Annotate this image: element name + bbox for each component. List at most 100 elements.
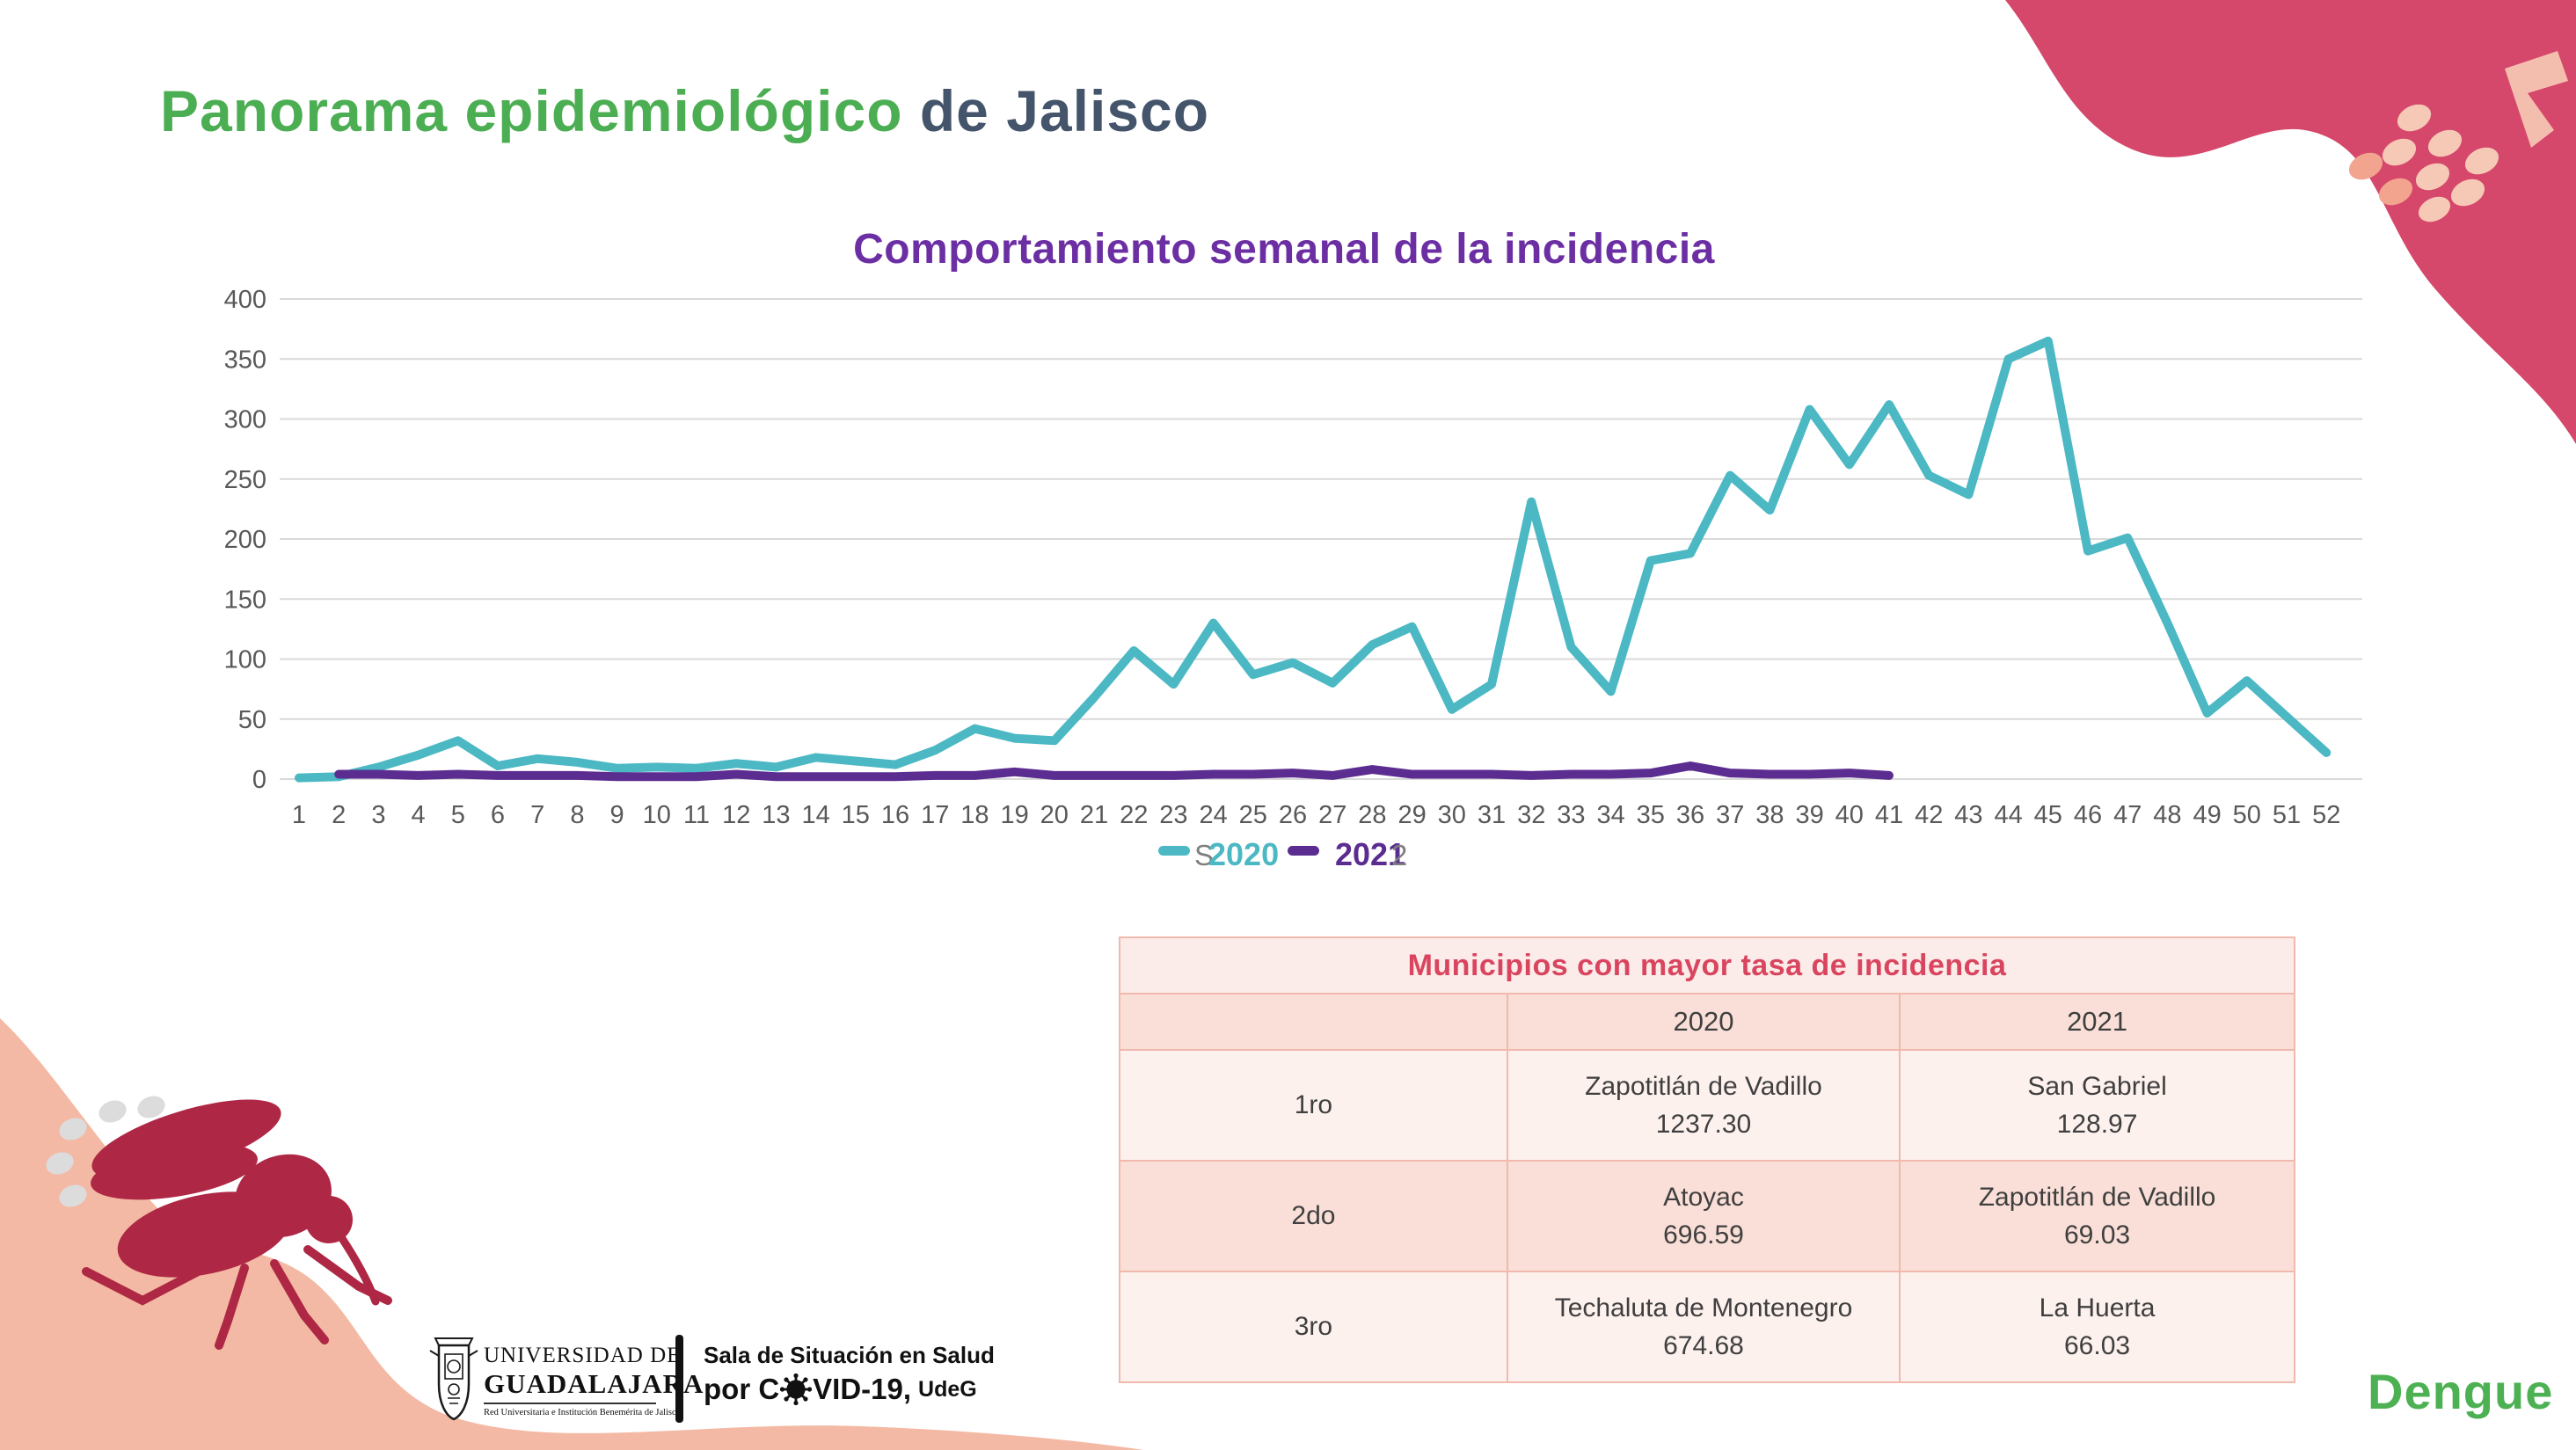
y-axis-tick: 200 <box>224 526 266 554</box>
y-axis-tick: 350 <box>224 346 266 374</box>
x-axis-tick: 19 <box>1000 801 1028 829</box>
table-row: 2do Atoyac 696.59 Zapotitlán de Vadillo … <box>1119 1160 2295 1272</box>
logo-divider-line <box>484 1403 656 1404</box>
footer-vertical-divider <box>675 1335 683 1423</box>
page-title-dark: de Jalisco <box>902 78 1210 143</box>
incidence-value: 69.03 <box>2064 1220 2131 1250</box>
x-axis-tick: 51 <box>2273 801 2301 829</box>
dengue-label: Dengue <box>2368 1364 2554 1419</box>
page-title: Panorama epidemiológico de Jalisco <box>160 77 1209 144</box>
cell-2020: Atoyac 696.59 <box>1506 1160 1901 1272</box>
x-axis-tick: 27 <box>1318 801 1346 829</box>
legend-dash-2021 <box>1288 846 1319 856</box>
x-axis-tick: 38 <box>1755 801 1784 829</box>
x-axis-tick: 16 <box>881 801 909 829</box>
cell-2020: Techaluta de Montenegro 674.68 <box>1506 1271 1901 1383</box>
x-axis-tick: 14 <box>801 801 829 829</box>
x-axis-tick: 11 <box>683 801 710 829</box>
table-title: Municipios con mayor tasa de incidencia <box>1119 936 2295 995</box>
series-line-2021 <box>334 761 1894 782</box>
university-logo-text: UNIVERSIDAD DE GUADALAJARA Red Universit… <box>484 1344 703 1417</box>
incidence-value: 128.97 <box>2056 1110 2138 1139</box>
x-axis-tick: 36 <box>1676 801 1704 829</box>
x-axis-tick: 46 <box>2074 801 2102 829</box>
sala-line1: Sala de Situación en Salud <box>704 1342 995 1368</box>
cell-2021: Zapotitlán de Vadillo 69.03 <box>1899 1160 2295 1272</box>
x-axis-tick: 31 <box>1478 801 1506 829</box>
municipality-name: Zapotitlán de Vadillo <box>1978 1182 2216 1212</box>
x-axis-tick: 29 <box>1397 801 1426 829</box>
x-axis-tick: 33 <box>1557 801 1585 829</box>
x-axis-tick: 39 <box>1795 801 1823 829</box>
x-axis-tick: 10 <box>643 801 671 829</box>
sala-udeg-text: UdeG <box>918 1376 977 1402</box>
x-axis-tick: 4 <box>412 801 426 829</box>
sala-por-text: por C <box>704 1373 780 1405</box>
y-axis-tick: 300 <box>224 406 266 434</box>
x-axis-tick: 6 <box>491 801 505 829</box>
municipality-name: Techaluta de Montenegro <box>1554 1293 1853 1322</box>
y-axis-tick: 150 <box>224 586 266 614</box>
incidence-table: Municipios con mayor tasa de incidencia … <box>1119 936 2295 1383</box>
x-axis-tick: 48 <box>2153 801 2181 829</box>
sala-situacion-logo: Sala de Situación en Salud por C V <box>704 1342 995 1406</box>
table-row: 1ro Zapotitlán de Vadillo 1237.30 San Ga… <box>1119 1049 2295 1162</box>
x-axis-tick: 43 <box>1954 801 1982 829</box>
rank-cell: 2do <box>1119 1160 1508 1272</box>
table-header-blank <box>1119 993 1508 1051</box>
x-axis-tick: 25 <box>1239 801 1267 829</box>
table-row: 3ro Techaluta de Montenegro 674.68 La Hu… <box>1119 1271 2295 1383</box>
x-axis-tick: 12 <box>722 801 750 829</box>
y-axis-tick: 400 <box>224 286 266 314</box>
x-axis-tick: 52 <box>2312 801 2340 829</box>
x-axis-tick: 35 <box>1637 801 1665 829</box>
table-header-2021: 2021 <box>1899 993 2295 1051</box>
legend-label-2020: 2020 <box>1208 836 1279 872</box>
chart-title: Comportamiento semanal de la incidencia <box>853 226 1715 273</box>
x-axis-tick: 1 <box>292 801 306 829</box>
cell-2021: La Huerta 66.03 <box>1899 1271 2295 1383</box>
x-axis-tick: 20 <box>1040 801 1069 829</box>
x-axis-tick: 30 <box>1438 801 1466 829</box>
x-axis-tick: 2 <box>332 801 346 829</box>
x-axis-tick: 34 <box>1596 801 1624 829</box>
municipality-name: Zapotitlán de Vadillo <box>1585 1071 1822 1101</box>
x-axis-tick: 15 <box>842 801 870 829</box>
university-name-line1: UNIVERSIDAD DE <box>484 1344 682 1367</box>
x-axis-tick: 23 <box>1159 801 1187 829</box>
table-header-row: 2020 2021 <box>1119 993 2295 1051</box>
table-header-2020: 2020 <box>1506 993 1901 1051</box>
x-axis-tick: 3 <box>371 801 385 829</box>
x-axis-tick: 21 <box>1080 801 1108 829</box>
incidence-value: 696.59 <box>1663 1220 1744 1250</box>
x-axis-tick: 45 <box>2034 801 2062 829</box>
sala-line2: por C VID-19, UdeG <box>704 1373 995 1406</box>
legend-artifact-right: 2 <box>1391 839 1407 871</box>
x-axis-tick: 9 <box>610 801 624 829</box>
legend-artifact-left: S <box>1194 839 1214 871</box>
mosquito-icon <box>82 1099 392 1350</box>
y-axis-tick: 250 <box>224 466 266 494</box>
x-axis-tick: 42 <box>1915 801 1943 829</box>
gray-dots <box>46 1096 165 1207</box>
rank-cell: 1ro <box>1119 1049 1508 1162</box>
virus-icon <box>780 1373 813 1405</box>
salmon-accent-shape <box>2505 51 2568 148</box>
municipality-name: San Gabriel <box>2027 1071 2167 1101</box>
peach-dots <box>2348 104 2499 222</box>
x-axis-tick: 13 <box>762 801 790 829</box>
municipality-name: La Huerta <box>2039 1293 2156 1322</box>
y-axis-tick: 0 <box>252 766 266 794</box>
x-axis-tick: 5 <box>451 801 465 829</box>
x-axis-tick: 26 <box>1279 801 1307 829</box>
series-line-2020 <box>295 336 2332 783</box>
cell-2020: Zapotitlán de Vadillo 1237.30 <box>1506 1049 1901 1162</box>
x-axis-tick: 28 <box>1358 801 1386 829</box>
x-axis-tick: 50 <box>2233 801 2261 829</box>
university-subtitle: Red Universitaria e Institución Beneméri… <box>484 1408 681 1417</box>
x-axis-tick: 44 <box>1994 801 2022 829</box>
y-axis-tick: 100 <box>224 646 266 674</box>
incidence-value: 66.03 <box>2064 1331 2131 1360</box>
udeg-crest-logo <box>428 1333 479 1429</box>
